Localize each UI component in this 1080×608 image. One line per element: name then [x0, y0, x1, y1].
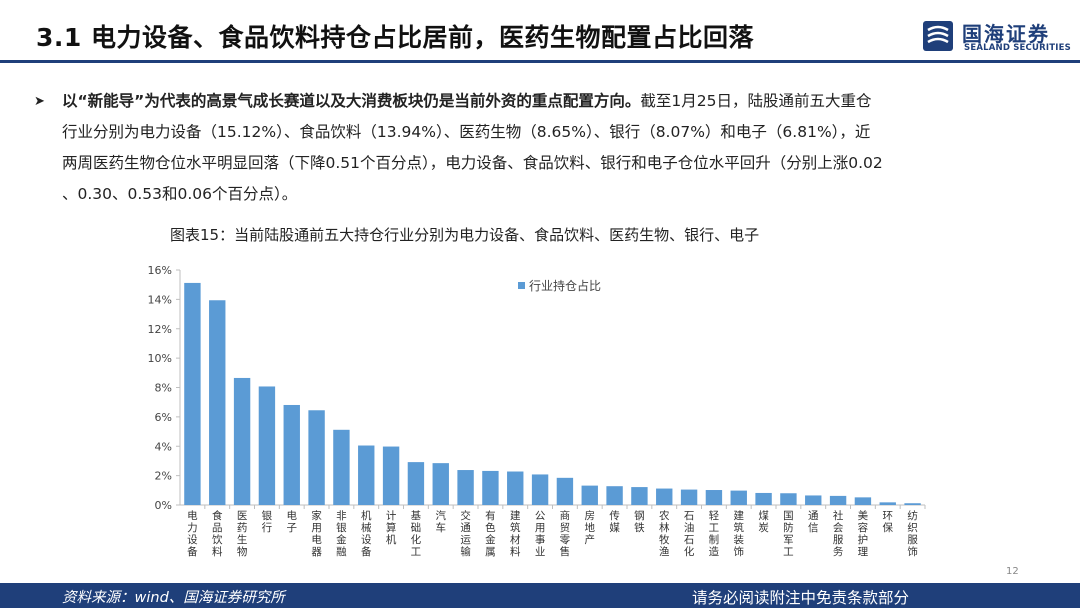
bar-chart: 0% 2% 4% 6% 8% 10% 12% 14% 16% 电力设备 食品饮料 医药生物 银行电子家用… [148, 264, 926, 558]
bullet-line-4: 、0.30、0.53和0.06个百分点）。 [62, 185, 298, 203]
legend-label: 行业持仓占比 [529, 278, 601, 293]
bullet-paragraph: ➤ 以“新能导”为代表的高景气成长赛道以及大消费板块仍是当前外资的重点配置方向。… [34, 86, 1044, 210]
x-tick-label: 通信 [808, 510, 819, 534]
bar [705, 490, 723, 505]
x-tick-label: 煤炭 [758, 509, 769, 534]
y-tick-label: 2% [155, 470, 172, 483]
x-tick-label: 石油石化 [684, 510, 695, 558]
bar [780, 493, 797, 505]
y-tick-label: 6% [155, 411, 172, 424]
y-tick-label: 10% [148, 352, 172, 365]
bullet-bold-text: 以“新能导”为代表的高景气成长赛道以及大消费板块仍是当前外资的重点配置方向。 [62, 92, 641, 110]
x-tick-label: 房地产 [585, 509, 596, 546]
x-tick-label: 有色金属 [485, 509, 496, 558]
bullet-line-1: 以“新能导”为代表的高景气成长赛道以及大消费板块仍是当前外资的重点配置方向。截至… [62, 86, 1044, 117]
x-tick-label: 社会服务 [833, 509, 844, 558]
x-tick-label: 美容护理 [858, 509, 869, 558]
footer-source: 资料来源：wind、国海证券研究所 [62, 590, 285, 606]
y-tick-label: 14% [148, 293, 172, 306]
page-title: 3.1 电力设备、食品饮料持仓占比居前，医药生物配置占比回落 [36, 23, 754, 52]
bar [829, 495, 847, 505]
bullet-arrow-icon: ➤ [34, 94, 45, 109]
footer-bar [0, 583, 1080, 608]
bar [879, 502, 896, 505]
x-tick-label: 汽车 [436, 509, 447, 534]
page-number: 12 [1006, 566, 1019, 577]
bar [631, 487, 648, 505]
x-tick-label: 非银金融 [336, 510, 347, 558]
bar [531, 474, 549, 505]
bar [606, 486, 623, 505]
y-tick-label: 16% [148, 264, 172, 277]
bar [358, 445, 375, 505]
x-tick-label: 食品饮料 [212, 509, 223, 558]
x-tick-label: 纺织服饰 [907, 509, 918, 558]
bar [258, 386, 276, 505]
y-tick-label: 12% [148, 323, 172, 336]
y-tick-label: 0% [155, 499, 172, 512]
header-rule [0, 60, 1080, 63]
logo-cn-text: 国海证券 [962, 22, 1050, 46]
bar [407, 462, 425, 505]
company-logo: 国海证券 SEALAND SECURITIES [922, 18, 1072, 58]
bullet-line-2: 行业分别为电力设备（15.12%）、食品饮料（13.94%）、医药生物（8.65… [62, 123, 871, 141]
x-tick-label: 建筑材料 [510, 509, 521, 558]
x-tick-label: 医药生物 [237, 510, 248, 558]
bar [656, 488, 673, 505]
x-tick-label: 电力设备 [187, 509, 198, 558]
bar [283, 404, 300, 505]
x-tick-label: 农林牧渔 [659, 509, 670, 558]
bar [854, 497, 872, 505]
legend-swatch [518, 282, 525, 289]
y-tick-label: 4% [155, 440, 172, 453]
bar [382, 446, 400, 505]
x-tick-label: 钢铁 [634, 509, 645, 534]
x-tick-label: 公用事业 [535, 510, 546, 558]
sealand-logo-icon [923, 21, 953, 51]
bar [457, 470, 474, 505]
bar [184, 282, 201, 505]
x-tick-label: 传媒 [609, 510, 620, 534]
bullet-line-1-rest: 截至1月25日，陆股通前五大重仓 [640, 92, 872, 110]
x-tick-label: 电子 [287, 509, 298, 534]
x-tick-label: 国防军工 [783, 510, 794, 558]
bullet-line-3: 两周医药生物仓位水平明显回落（下降0.51个百分点），电力设备、食品饮料、银行和… [62, 154, 883, 172]
bar [308, 410, 325, 505]
x-tick-label: 商贸零售 [560, 509, 571, 558]
x-tick-label: 机械设备 [361, 509, 372, 558]
bar [507, 471, 524, 505]
x-tick-label: 计算机 [386, 509, 397, 546]
x-tick-label: 建筑装饰 [734, 509, 745, 558]
x-tick-label: 银行 [262, 509, 273, 534]
bar [730, 490, 747, 505]
logo-en-text: SEALAND SECURITIES [964, 43, 1071, 53]
bar [680, 489, 698, 505]
footer-disclaimer: 请务必阅读附注中免责条款部分 [692, 589, 910, 607]
x-tick-label: 环保 [883, 510, 894, 534]
bar [432, 463, 449, 505]
y-tick-label: 8% [155, 382, 172, 395]
bar [755, 492, 772, 505]
bar [556, 477, 574, 505]
bar [904, 503, 921, 505]
bar [233, 377, 251, 505]
x-tick-label: 基础化工 [411, 509, 422, 558]
x-tick-label: 交通运输 [460, 509, 471, 558]
x-tick-label: 家用电器 [311, 509, 322, 558]
bar [805, 495, 822, 505]
x-tick-label: 轻工制造 [709, 509, 720, 558]
bar [209, 300, 226, 505]
bar [482, 470, 499, 505]
bar [581, 485, 598, 505]
figure-caption: 图表15：当前陆股通前五大持仓行业分别为电力设备、食品饮料、医药生物、银行、电子 [170, 226, 760, 244]
bar [333, 429, 350, 505]
